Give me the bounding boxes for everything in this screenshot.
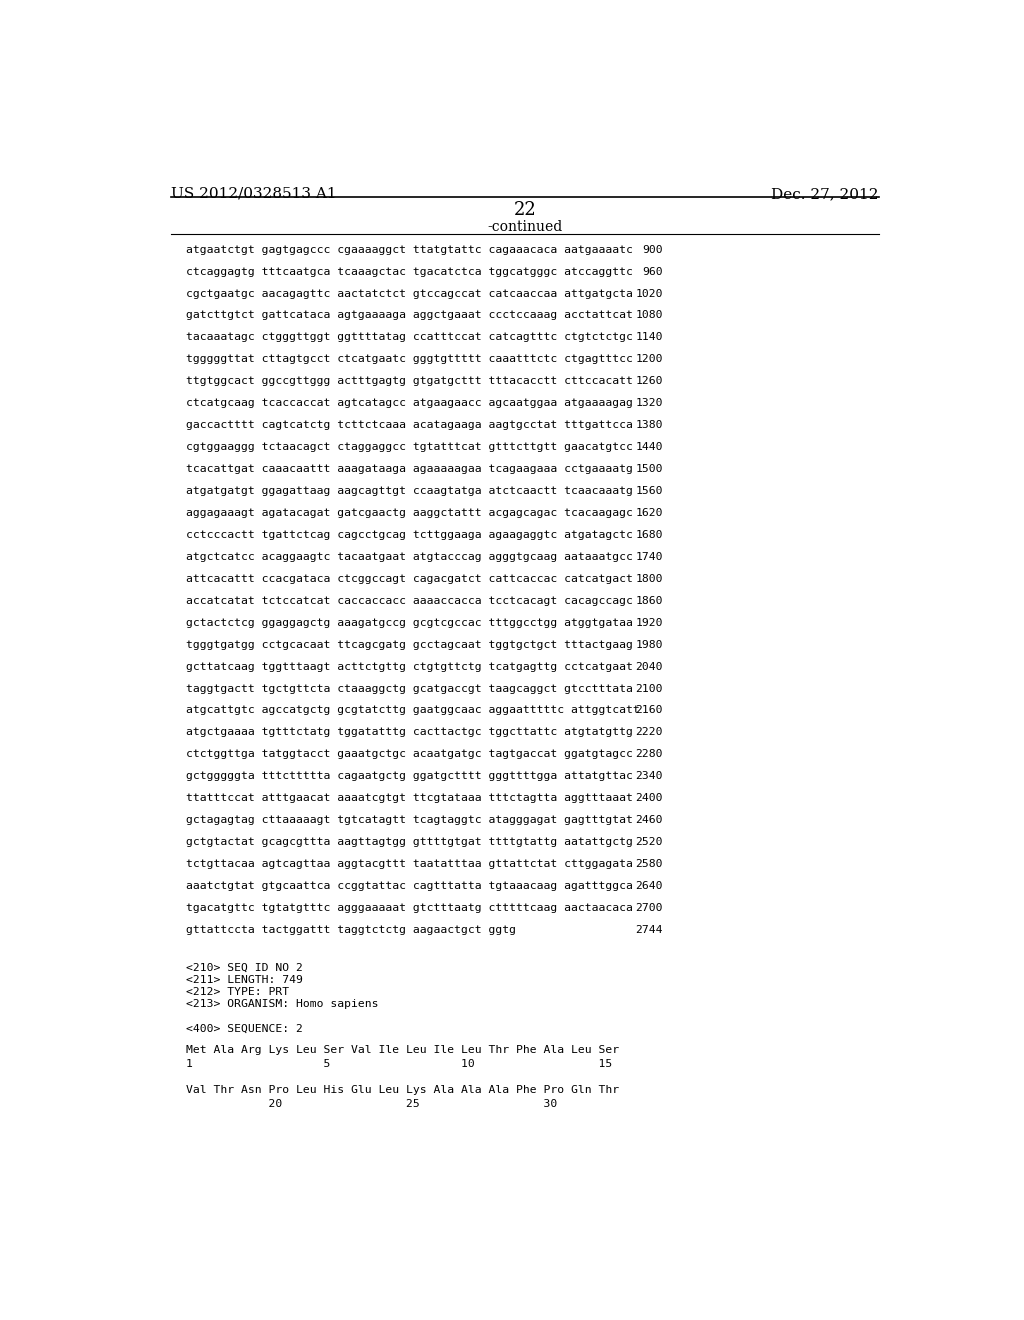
Text: 2160: 2160 [635, 705, 663, 715]
Text: US 2012/0328513 A1: US 2012/0328513 A1 [171, 187, 336, 201]
Text: attcacattt ccacgataca ctcggccagt cagacgatct cattcaccac catcatgact: attcacattt ccacgataca ctcggccagt cagacga… [186, 574, 633, 583]
Text: gctactctcg ggaggagctg aaagatgccg gcgtcgccac tttggcctgg atggtgataa: gctactctcg ggaggagctg aaagatgccg gcgtcgc… [186, 618, 633, 628]
Text: Dec. 27, 2012: Dec. 27, 2012 [771, 187, 879, 201]
Text: tctgttacaa agtcagttaa aggtacgttt taatatttaa gttattctat cttggagata: tctgttacaa agtcagttaa aggtacgttt taatatt… [186, 859, 633, 869]
Text: 1740: 1740 [635, 552, 663, 562]
Text: 2400: 2400 [635, 793, 663, 804]
Text: 1860: 1860 [635, 595, 663, 606]
Text: taggtgactt tgctgttcta ctaaaggctg gcatgaccgt taagcaggct gtcctttata: taggtgactt tgctgttcta ctaaaggctg gcatgac… [186, 684, 633, 693]
Text: 1440: 1440 [635, 442, 663, 453]
Text: <400> SEQUENCE: 2: <400> SEQUENCE: 2 [186, 1024, 303, 1034]
Text: 2040: 2040 [635, 661, 663, 672]
Text: 2744: 2744 [635, 925, 663, 935]
Text: gttattccta tactggattt taggtctctg aagaactgct ggtg: gttattccta tactggattt taggtctctg aagaact… [186, 925, 516, 935]
Text: aaatctgtat gtgcaattca ccggtattac cagtttatta tgtaaacaag agatttggca: aaatctgtat gtgcaattca ccggtattac cagttta… [186, 880, 633, 891]
Text: accatcatat tctccatcat caccaccacc aaaaccacca tcctcacagt cacagccagc: accatcatat tctccatcat caccaccacc aaaacca… [186, 595, 633, 606]
Text: <213> ORGANISM: Homo sapiens: <213> ORGANISM: Homo sapiens [186, 999, 379, 1010]
Text: ctctggttga tatggtacct gaaatgctgc acaatgatgc tagtgaccat ggatgtagcc: ctctggttga tatggtacct gaaatgctgc acaatga… [186, 750, 633, 759]
Text: 1080: 1080 [635, 310, 663, 321]
Text: cctcccactt tgattctcag cagcctgcag tcttggaaga agaagaggtc atgatagctc: cctcccactt tgattctcag cagcctgcag tcttgga… [186, 529, 633, 540]
Text: 2640: 2640 [635, 880, 663, 891]
Text: <210> SEQ ID NO 2: <210> SEQ ID NO 2 [186, 962, 303, 973]
Text: cgtggaaggg tctaacagct ctaggaggcc tgtatttcat gtttcttgtt gaacatgtcc: cgtggaaggg tctaacagct ctaggaggcc tgtattt… [186, 442, 633, 453]
Text: Met Ala Arg Lys Leu Ser Val Ile Leu Ile Leu Thr Phe Ala Leu Ser: Met Ala Arg Lys Leu Ser Val Ile Leu Ile … [186, 1045, 620, 1056]
Text: 1920: 1920 [635, 618, 663, 628]
Text: cgctgaatgc aacagagttc aactatctct gtccagccat catcaaccaa attgatgcta: cgctgaatgc aacagagttc aactatctct gtccagc… [186, 289, 633, 298]
Text: 1020: 1020 [635, 289, 663, 298]
Text: 1320: 1320 [635, 399, 663, 408]
Text: 2340: 2340 [635, 771, 663, 781]
Text: 900: 900 [642, 244, 663, 255]
Text: 1                   5                   10                  15: 1 5 10 15 [186, 1059, 612, 1068]
Text: 22: 22 [513, 201, 537, 219]
Text: ttgtggcact ggccgttggg actttgagtg gtgatgcttt tttacacctt cttccacatt: ttgtggcact ggccgttggg actttgagtg gtgatgc… [186, 376, 633, 387]
Text: 2580: 2580 [635, 859, 663, 869]
Text: gatcttgtct gattcataca agtgaaaaga aggctgaaat ccctccaaag acctattcat: gatcttgtct gattcataca agtgaaaaga aggctga… [186, 310, 633, 321]
Text: gctgtactat gcagcgttta aagttagtgg gttttgtgat ttttgtattg aatattgctg: gctgtactat gcagcgttta aagttagtgg gttttgt… [186, 837, 633, 847]
Text: tcacattgat caaacaattt aaagataaga agaaaaagaa tcagaagaaa cctgaaaatg: tcacattgat caaacaattt aaagataaga agaaaaa… [186, 465, 633, 474]
Text: tgacatgttc tgtatgtttc agggaaaaat gtctttaatg ctttttcaag aactaacaca: tgacatgttc tgtatgtttc agggaaaaat gtcttta… [186, 903, 633, 913]
Text: gaccactttt cagtcatctg tcttctcaaa acatagaaga aagtgcctat tttgattcca: gaccactttt cagtcatctg tcttctcaaa acataga… [186, 420, 633, 430]
Text: 1680: 1680 [635, 529, 663, 540]
Text: atgatgatgt ggagattaag aagcagttgt ccaagtatga atctcaactt tcaacaaatg: atgatgatgt ggagattaag aagcagttgt ccaagta… [186, 486, 633, 496]
Text: 20                  25                  30: 20 25 30 [186, 1098, 557, 1109]
Text: ctcatgcaag tcaccaccat agtcatagcc atgaagaacc agcaatggaa atgaaaagag: ctcatgcaag tcaccaccat agtcatagcc atgaaga… [186, 399, 633, 408]
Text: 1380: 1380 [635, 420, 663, 430]
Text: tgggggttat cttagtgcct ctcatgaatc gggtgttttt caaatttctc ctgagtttcc: tgggggttat cttagtgcct ctcatgaatc gggtgtt… [186, 354, 633, 364]
Text: atgctgaaaa tgtttctatg tggatatttg cacttactgc tggcttattc atgtatgttg: atgctgaaaa tgtttctatg tggatatttg cacttac… [186, 727, 633, 738]
Text: aggagaaagt agatacagat gatcgaactg aaggctattt acgagcagac tcacaagagc: aggagaaagt agatacagat gatcgaactg aaggcta… [186, 508, 633, 517]
Text: -continued: -continued [487, 220, 562, 234]
Text: 2280: 2280 [635, 750, 663, 759]
Text: gctgggggta tttcttttta cagaatgctg ggatgctttt gggttttgga attatgttac: gctgggggta tttcttttta cagaatgctg ggatgct… [186, 771, 633, 781]
Text: atgcattgtc agccatgctg gcgtatcttg gaatggcaac aggaatttttc attggtcatt: atgcattgtc agccatgctg gcgtatcttg gaatggc… [186, 705, 640, 715]
Text: 2220: 2220 [635, 727, 663, 738]
Text: ttatttccat atttgaacat aaaatcgtgt ttcgtataaa tttctagtta aggtttaaat: ttatttccat atttgaacat aaaatcgtgt ttcgtat… [186, 793, 633, 804]
Text: 1560: 1560 [635, 486, 663, 496]
Text: Val Thr Asn Pro Leu His Glu Leu Lys Ala Ala Ala Phe Pro Gln Thr: Val Thr Asn Pro Leu His Glu Leu Lys Ala … [186, 1085, 620, 1096]
Text: 2460: 2460 [635, 816, 663, 825]
Text: atgaatctgt gagtgagccc cgaaaaggct ttatgtattc cagaaacaca aatgaaaatc: atgaatctgt gagtgagccc cgaaaaggct ttatgta… [186, 244, 633, 255]
Text: 1620: 1620 [635, 508, 663, 517]
Text: gctagagtag cttaaaaagt tgtcatagtt tcagtaggtc atagggagat gagtttgtat: gctagagtag cttaaaaagt tgtcatagtt tcagtag… [186, 816, 633, 825]
Text: 1980: 1980 [635, 640, 663, 649]
Text: atgctcatcc acaggaagtc tacaatgaat atgtacccag agggtgcaag aataaatgcc: atgctcatcc acaggaagtc tacaatgaat atgtacc… [186, 552, 633, 562]
Text: tgggtgatgg cctgcacaat ttcagcgatg gcctagcaat tggtgctgct tttactgaag: tgggtgatgg cctgcacaat ttcagcgatg gcctagc… [186, 640, 633, 649]
Text: 1200: 1200 [635, 354, 663, 364]
Text: ctcaggagtg tttcaatgca tcaaagctac tgacatctca tggcatgggc atccaggttc: ctcaggagtg tttcaatgca tcaaagctac tgacatc… [186, 267, 633, 277]
Text: <212> TYPE: PRT: <212> TYPE: PRT [186, 987, 289, 997]
Text: 1140: 1140 [635, 333, 663, 342]
Text: 2520: 2520 [635, 837, 663, 847]
Text: <211> LENGTH: 749: <211> LENGTH: 749 [186, 974, 303, 985]
Text: 1800: 1800 [635, 574, 663, 583]
Text: 2700: 2700 [635, 903, 663, 913]
Text: gcttatcaag tggtttaagt acttctgttg ctgtgttctg tcatgagttg cctcatgaat: gcttatcaag tggtttaagt acttctgttg ctgtgtt… [186, 661, 633, 672]
Text: 1500: 1500 [635, 465, 663, 474]
Text: 1260: 1260 [635, 376, 663, 387]
Text: 960: 960 [642, 267, 663, 277]
Text: 2100: 2100 [635, 684, 663, 693]
Text: tacaaatagc ctgggttggt ggttttatag ccatttccat catcagtttc ctgtctctgc: tacaaatagc ctgggttggt ggttttatag ccatttc… [186, 333, 633, 342]
